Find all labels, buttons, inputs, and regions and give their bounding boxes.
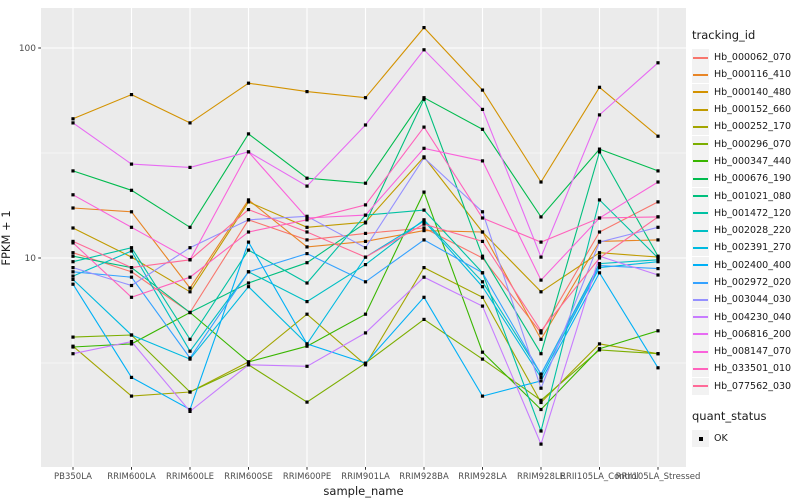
legend-item-label: Hb_002028_220 xyxy=(714,225,792,237)
legend-item-label: Hb_002972_020 xyxy=(714,277,792,288)
svg-text:RRIM901LA: RRIM901LA xyxy=(341,472,390,482)
legend-item-Hb_006816_200: Hb_006816_200 xyxy=(692,325,800,343)
axis-ticks xyxy=(38,47,659,470)
legend-item-Hb_000152_660: Hb_000152_660 xyxy=(692,101,800,119)
svg-text:RRIM928LE: RRIM928LE xyxy=(517,472,565,482)
legend-item-Hb_002028_220: Hb_002028_220 xyxy=(692,222,800,240)
legend-item-Hb_000252_170: Hb_000252_170 xyxy=(692,118,800,136)
legend-key-line-icon xyxy=(692,239,709,257)
legend-item-Hb_000140_480: Hb_000140_480 xyxy=(692,83,800,101)
legend-item-Hb_033501_010: Hb_033501_010 xyxy=(692,360,800,378)
legend-item-Hb_002972_020: Hb_002972_020 xyxy=(692,274,800,291)
x-axis-tick-labels: PB350LA RRIM600LA RRIM600LE RRIM600SE RRIM60… xyxy=(54,472,700,482)
legend-item-label: Hb_000062_070 xyxy=(714,52,792,64)
legend-item-label: Hb_001021_080 xyxy=(714,190,792,202)
svg-text:10: 10 xyxy=(25,254,37,264)
x-axis-title: sample_name xyxy=(323,484,404,498)
legend-item-label: Hb_006816_200 xyxy=(714,328,792,340)
legend-panel: tracking_id Hb_000062_070 Hb_000116_410 Hb… xyxy=(692,28,800,448)
legend-key-line-icon xyxy=(692,291,709,309)
svg-text:RRIM600LA: RRIM600LA xyxy=(107,472,156,482)
y-axis-tick-labels: 100 10 xyxy=(19,44,36,264)
panel-background xyxy=(41,8,686,467)
svg-text:100: 100 xyxy=(19,44,36,54)
legend-item-label: Hb_033501_010 xyxy=(714,363,792,375)
legend-item-Hb_002391_270: Hb_002391_270 xyxy=(692,239,800,257)
legend-item-label: Hb_000676_190 xyxy=(714,173,792,185)
legend-key-line-icon xyxy=(692,308,709,326)
legend-key-line-icon xyxy=(692,360,709,378)
legend-item-Hb_008147_070: Hb_008147_070 xyxy=(692,343,800,361)
legend-item-Hb_001021_080: Hb_001021_080 xyxy=(692,187,800,205)
legend-key-line-icon xyxy=(692,187,709,205)
legend-item-quant-ok: OK xyxy=(692,430,800,448)
legend-item-label: Hb_000347_440 xyxy=(714,155,792,167)
svg-text:RRIM600PE: RRIM600PE xyxy=(283,472,331,482)
legend-item-label: Hb_000296_070 xyxy=(714,138,792,150)
legend-item-label: Hb_008147_070 xyxy=(714,346,792,358)
y-axis-title: FPKM + 1 xyxy=(0,210,13,266)
legend-key-line-icon xyxy=(692,66,709,84)
legend-item-Hb_000347_440: Hb_000347_440 xyxy=(692,152,800,170)
legend-item-Hb_077562_030: Hb_077562_030 xyxy=(692,377,800,395)
legend-item-label: Hb_004230_040 xyxy=(714,311,792,323)
legend-item-label: Hb_002400_400 xyxy=(714,259,792,271)
legend-key-line-icon xyxy=(692,83,709,101)
legend-key-line-icon xyxy=(692,274,709,291)
legend-key-square-icon xyxy=(692,430,709,448)
legend-key-line-icon xyxy=(692,118,709,136)
legend-item-label: Hb_000116_410 xyxy=(714,69,792,81)
legend-item-Hb_000676_190: Hb_000676_190 xyxy=(692,170,800,188)
legend-key-line-icon xyxy=(692,222,709,240)
legend-key-line-icon xyxy=(692,325,709,343)
svg-text:RRIM928BA: RRIM928BA xyxy=(399,472,449,482)
data-points xyxy=(71,26,660,446)
legend-item-label: Hb_000140_480 xyxy=(714,86,792,98)
legend-item-label: Hb_000252_170 xyxy=(714,121,792,133)
svg-text:RRIM928LA: RRIM928LA xyxy=(458,472,507,482)
gridlines xyxy=(41,8,686,467)
svg-text:PB350LA: PB350LA xyxy=(54,472,92,482)
legend-tracking-entries: Hb_000062_070 Hb_000116_410 Hb_000140_480 H… xyxy=(692,49,800,395)
legend-item-label: Hb_077562_030 xyxy=(714,380,792,392)
legend-key-line-icon xyxy=(692,152,709,170)
legend-item-Hb_003044_030: Hb_003044_030 xyxy=(692,291,800,309)
legend-title-tracking-id: tracking_id xyxy=(692,28,756,42)
legend-item-label: Hb_000152_660 xyxy=(714,104,792,116)
svg-text:RRII105LA_Control: RRII105LA_Control xyxy=(560,472,639,482)
legend-key-line-icon xyxy=(692,101,709,119)
legend-item-Hb_000296_070: Hb_000296_070 xyxy=(692,135,800,153)
legend-item-Hb_001472_120: Hb_001472_120 xyxy=(692,204,800,222)
legend-key-line-icon xyxy=(692,135,709,153)
svg-text:RRIM600SE: RRIM600SE xyxy=(224,472,273,482)
legend-item-label: Hb_002391_270 xyxy=(714,242,792,254)
legend-item-Hb_000062_070: Hb_000062_070 xyxy=(692,49,800,67)
legend-item-Hb_002400_400: Hb_002400_400 xyxy=(692,256,800,274)
legend-item-label: OK xyxy=(714,433,728,445)
legend-key-line-icon xyxy=(692,343,709,361)
legend-key-line-icon xyxy=(692,256,709,274)
legend-item-label: Hb_001472_120 xyxy=(714,207,792,219)
legend-key-line-icon xyxy=(692,377,709,395)
legend-title-quant-status: quant_status xyxy=(692,408,767,423)
legend-item-Hb_000116_410: Hb_000116_410 xyxy=(692,66,800,84)
svg-text:RRII105LA_Stressed: RRII105LA_Stressed xyxy=(616,472,701,482)
legend-item-label: Hb_003044_030 xyxy=(714,294,792,306)
legend-key-line-icon xyxy=(692,49,709,67)
legend-key-line-icon xyxy=(692,204,709,222)
legend-quant-entries: OK xyxy=(692,430,800,448)
legend-key-line-icon xyxy=(692,170,709,188)
legend-item-Hb_004230_040: Hb_004230_040 xyxy=(692,308,800,326)
svg-text:RRIM600LE: RRIM600LE xyxy=(166,472,214,482)
